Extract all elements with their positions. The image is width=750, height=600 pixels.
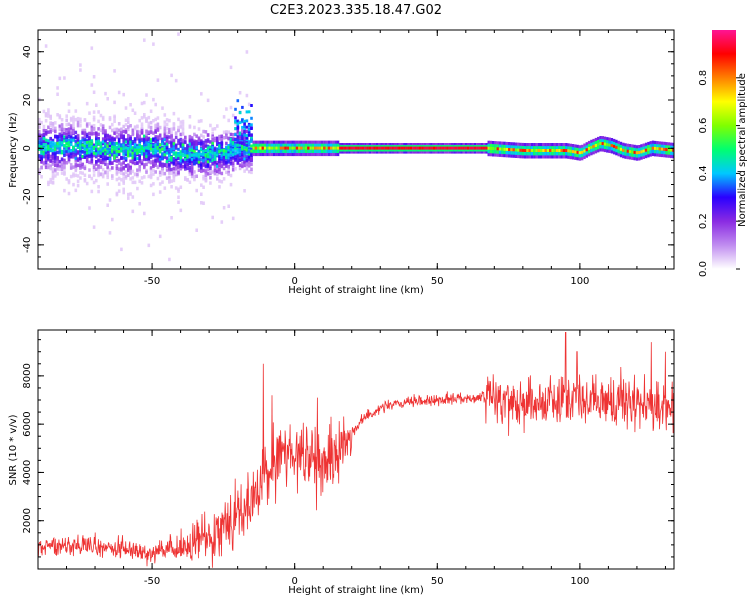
snr-xtick-label: 50 <box>431 576 444 587</box>
snr-frame <box>37 329 675 570</box>
colorbar-tick-label: 0.6 <box>698 118 709 134</box>
spectrogram-panel: -50 0 50 100 -40 -20 0 20 40 Height of straight … <box>8 29 675 296</box>
snr-xtick-label: 100 <box>570 576 589 587</box>
colorbar: 0.0 0.2 0.4 0.6 0.8 Normalized spectral ampl… <box>698 30 748 277</box>
spectrogram-ticks: -50 0 50 100 -40 -20 0 20 40 <box>22 30 674 287</box>
spectrogram-xtick-label: 50 <box>431 276 444 287</box>
snr-xtick-label: 0 <box>291 576 297 587</box>
snr-ylabel: SNR (10 * v/v) <box>8 414 19 485</box>
spectrogram-ytick-label: -20 <box>22 188 33 204</box>
snr-xtick-label: -50 <box>144 576 160 587</box>
snr-ticks: -50 0 50 100 2000 4000 6000 8000 <box>22 330 674 587</box>
colorbar-tick-label: 0.4 <box>698 165 709 181</box>
colorbar-tick-label: 0.2 <box>698 213 709 229</box>
snr-ytick-label: 6000 <box>22 411 33 436</box>
spectrogram-ytick-label: 0 <box>22 145 33 151</box>
colorbar-label: Normalized spectral amplitude <box>737 73 748 227</box>
spectrogram-ytick-label: 20 <box>22 94 33 107</box>
spectrogram-heatmap <box>38 32 674 262</box>
spectrogram-xtick-label: -50 <box>144 276 160 287</box>
colorbar-tick-label: 0.0 <box>698 261 709 277</box>
snr-series-line <box>37 332 675 568</box>
spectrogram-ytick-label: -40 <box>22 237 33 253</box>
spectrogram-xlabel: Height of straight line (km) <box>288 285 424 296</box>
spectrogram-ylabel: Frequency (Hz) <box>8 112 19 188</box>
colorbar-tick-label: 0.8 <box>698 70 709 86</box>
spectrogram-xtick-label: 0 <box>291 276 297 287</box>
spectrogram-frame <box>37 29 675 270</box>
colorbar-gradient <box>712 30 736 269</box>
snr-ytick-label: 4000 <box>22 460 33 485</box>
snr-xlabel: Height of straight line (km) <box>288 585 424 596</box>
spectrogram-ytick-label: 40 <box>22 45 33 58</box>
spectrogram-xtick-label: 100 <box>570 276 589 287</box>
figure-title: C2E3.2023.335.18.47.G02 <box>270 3 442 18</box>
snr-ytick-label: 2000 <box>22 508 33 533</box>
colorbar-ticks: 0.0 0.2 0.4 0.6 0.8 <box>698 70 740 277</box>
snr-panel: -50 0 50 100 2000 4000 6000 8000 Height of stra… <box>8 329 675 596</box>
snr-ytick-label: 8000 <box>22 363 33 388</box>
